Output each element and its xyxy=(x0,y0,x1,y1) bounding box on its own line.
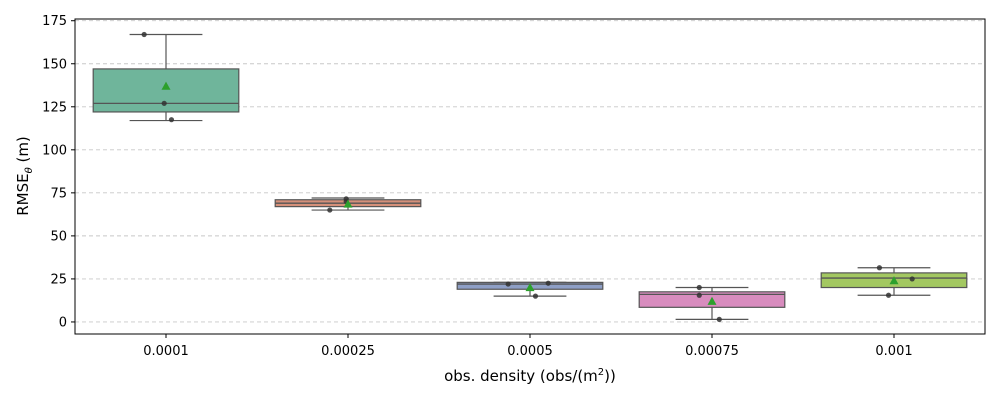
y-tick-label: 50 xyxy=(50,229,67,244)
data-point xyxy=(532,293,539,299)
y-axis-ticks: 0 25 50 75 100 125 150 175 xyxy=(42,14,75,330)
data-point xyxy=(343,196,349,202)
x-tick-label: 0.0001 xyxy=(143,344,189,359)
y-tick-label: 175 xyxy=(42,14,67,29)
mean-marker xyxy=(707,296,717,305)
data-point xyxy=(545,280,551,286)
mean-marker xyxy=(343,199,353,208)
mean-marker xyxy=(889,276,899,285)
x-tick-label: 0.00025 xyxy=(321,344,375,359)
data-point xyxy=(161,100,167,106)
y-tick-label: 0 xyxy=(59,315,67,330)
data-point xyxy=(505,281,511,287)
box-layer xyxy=(92,31,968,322)
data-point xyxy=(327,207,333,213)
box-iqr xyxy=(92,68,240,113)
mean-marker xyxy=(525,283,535,292)
data-point xyxy=(909,276,915,282)
y-axis-label: RMSEθ (m) xyxy=(14,136,35,216)
x-axis-label: obs. density (obs/(m2)) xyxy=(444,367,616,385)
x-tick-label: 0.0005 xyxy=(507,344,553,359)
data-point xyxy=(141,31,147,38)
y-tick-label: 100 xyxy=(42,143,67,158)
data-point xyxy=(696,284,702,291)
data-point xyxy=(696,292,702,298)
data-point xyxy=(716,316,722,322)
data-point xyxy=(168,117,175,123)
x-tick-label: 0.00075 xyxy=(685,344,739,359)
y-tick-label: 75 xyxy=(50,186,67,201)
y-tick-label: 125 xyxy=(42,100,67,115)
data-point xyxy=(885,292,892,298)
x-axis-ticks: 0.0001 0.00025 0.0005 0.00075 0.001 xyxy=(143,334,913,359)
data-point xyxy=(876,265,883,271)
y-tick-label: 25 xyxy=(50,272,67,287)
y-tick-label: 150 xyxy=(42,57,67,72)
x-tick-label: 0.001 xyxy=(875,344,912,359)
mean-marker xyxy=(161,81,171,90)
